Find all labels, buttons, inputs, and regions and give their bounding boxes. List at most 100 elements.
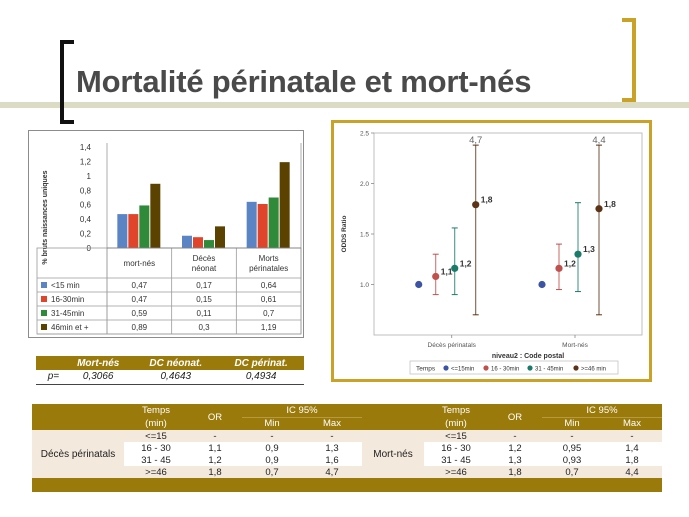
slide-title: Mortalité périnatale et mort-nés xyxy=(76,64,532,99)
or-value-label: 1,3 xyxy=(583,244,595,254)
legend-label: 31-45min xyxy=(51,309,84,318)
cell-or: - xyxy=(188,430,242,442)
cell-max: 1,6 xyxy=(302,454,362,466)
or-point xyxy=(415,280,423,289)
legend-frame xyxy=(409,360,619,375)
cell-or: 1,2 xyxy=(488,442,542,454)
pvalue-row: p= 0,3066 0,4643 0,4934 xyxy=(36,370,304,385)
cell-or: - xyxy=(488,430,542,442)
table-header-max-1: Max xyxy=(302,416,362,430)
cell-min: 0,7 xyxy=(542,466,602,478)
category-label: néonat xyxy=(192,264,217,273)
legend-title: Temps xyxy=(416,366,436,373)
cell-temps: 31 - 45 xyxy=(424,454,488,466)
cell-temps: >=46 xyxy=(124,466,188,478)
bar xyxy=(139,205,150,248)
cell-max: 1,4 xyxy=(602,442,662,454)
y-tick-label: 0,4 xyxy=(80,215,92,224)
table-header-or-1: OR xyxy=(188,404,242,430)
cell-min: 0,9 xyxy=(242,442,302,454)
or-point xyxy=(574,250,582,258)
data-value-label: 0,89 xyxy=(132,323,148,332)
cell-max: 4,7 xyxy=(302,466,362,478)
legend-label: 46min et + xyxy=(51,323,89,332)
legend-label: >=46 min xyxy=(581,367,606,373)
left-bracket-decoration xyxy=(60,40,74,124)
cell-min: 0,93 xyxy=(542,454,602,466)
bar xyxy=(193,237,203,248)
bar xyxy=(204,240,214,248)
or-point xyxy=(538,280,546,289)
pvalue-row-label: p= xyxy=(36,370,64,385)
bar xyxy=(279,162,290,248)
y-tick-label: 0,2 xyxy=(80,230,92,239)
y-tick-label: 2.0 xyxy=(360,181,369,188)
cell-temps: 31 - 45 xyxy=(124,454,188,466)
legend-marker xyxy=(483,365,489,371)
or-point xyxy=(555,264,563,272)
legend-swatch xyxy=(41,282,47,288)
bar xyxy=(117,214,128,248)
category-label: mort-nés xyxy=(124,259,156,268)
data-value-label: 0,15 xyxy=(196,295,212,304)
table-header-or-2: OR xyxy=(488,404,542,430)
pvalue-dc-neonat: 0,4643 xyxy=(133,370,219,385)
or-point xyxy=(432,272,440,281)
legend-label: <=15min xyxy=(451,367,474,373)
cell-min: 0,95 xyxy=(542,442,602,454)
odds-ratio-table: Temps OR IC 95% Temps OR IC 95% (min) Mi… xyxy=(32,404,662,492)
pvalue-header-blank xyxy=(36,356,64,370)
table-header-temps-1: Temps xyxy=(124,404,188,417)
y-tick-label: 0,6 xyxy=(80,201,92,210)
legend-label: 31 - 45min xyxy=(535,367,563,373)
data-value-label: 0,11 xyxy=(197,309,213,318)
upper-bound-annotation: 4,7 xyxy=(469,135,482,146)
table-header-min-unit-1: (min) xyxy=(124,417,188,430)
data-value-label: 0,47 xyxy=(132,295,148,304)
data-value-label: 0,7 xyxy=(263,309,275,318)
bar xyxy=(268,197,279,248)
y-axis-label: % bruts naissances uniques xyxy=(42,170,49,264)
cell-temps: <=15 xyxy=(124,430,188,442)
table-header-ic-1: IC 95% xyxy=(242,404,362,417)
cell-temps: <=15 xyxy=(424,430,488,442)
table-header-min-unit-2: (min) xyxy=(424,417,488,430)
category-label: Décès xyxy=(193,254,216,263)
table-header-min-2: Min xyxy=(542,416,602,430)
legend-label: <15 min xyxy=(51,281,80,290)
or-value-label: 1,8 xyxy=(604,199,616,209)
table-header-min-1: Min xyxy=(242,416,302,430)
cell-temps: 16 - 30 xyxy=(424,442,488,454)
pvalue-table: Mort-nés DC néonat. DC périnat. p= 0,306… xyxy=(36,356,304,385)
cell-or: 1,1 xyxy=(188,442,242,454)
cell-or: 1,8 xyxy=(488,466,542,478)
bar xyxy=(150,183,161,248)
y-tick-label: 0 xyxy=(87,244,92,253)
bar xyxy=(128,214,139,248)
legend-swatch xyxy=(41,310,47,316)
x-tick-label: Mort-nés xyxy=(562,342,588,349)
data-value-label: 0,61 xyxy=(261,295,277,304)
pvalue-header-dc-neonat: DC néonat. xyxy=(133,356,219,370)
cell-or: 1,2 xyxy=(188,454,242,466)
y-tick-label: 0,8 xyxy=(80,186,92,195)
pvalue-dc-perinat: 0,4934 xyxy=(218,370,304,385)
cell-max: 1,8 xyxy=(602,454,662,466)
or-point xyxy=(595,205,603,213)
x-axis-label: niveau2 : Code postal xyxy=(492,353,564,360)
upper-bound-annotation: 4,4 xyxy=(592,135,605,146)
category-label: périnatales xyxy=(249,264,288,273)
y-tick-label: 1.5 xyxy=(360,232,369,239)
bar xyxy=(182,235,192,248)
bar xyxy=(215,226,225,248)
bar xyxy=(246,201,257,248)
bar xyxy=(257,203,268,248)
right-bracket-decoration xyxy=(622,18,636,102)
cell-temps: 16 - 30 xyxy=(124,442,188,454)
data-value-label: 1,19 xyxy=(261,323,277,332)
legend-swatch xyxy=(41,324,47,330)
y-tick-label: 1 xyxy=(87,172,92,181)
cell-min: 0,9 xyxy=(242,454,302,466)
cell-or: 1,3 xyxy=(488,454,542,466)
title-underline-bar xyxy=(0,102,689,108)
